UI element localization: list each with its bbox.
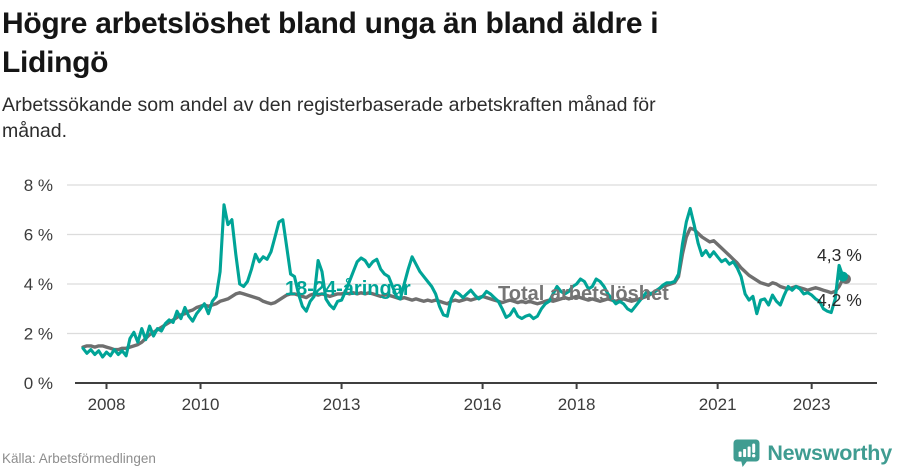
svg-text:2016: 2016 [464,395,502,414]
source-note: Källa: Arbetsförmedlingen [2,451,156,466]
end-value-young: 4,3 % [817,245,862,265]
svg-text:2008: 2008 [88,395,126,414]
newsworthy-wordmark: Newsworthy [767,441,892,465]
chart-title-line1: Högre arbetslöshet bland unga än bland ä… [2,7,659,40]
svg-text:0 %: 0 % [24,374,53,393]
newsworthy-icon [733,439,760,467]
svg-text:8 %: 8 % [24,176,53,195]
series-label-total: Total arbetslöshet [498,283,669,305]
newsworthy-logo[interactable]: Newsworthy [733,439,892,468]
chart-subtitle-line2: månad. [2,120,68,142]
end-value-total: 4,2 % [817,290,862,310]
logo-exclamation [752,443,756,453]
end-dot-young [838,271,848,282]
svg-text:4 %: 4 % [24,275,53,294]
line-chart: 0 % 2 % 4 % 6 % 8 % 2008 2010 2013 2016 2018 2021… [24,176,877,414]
data-series [81,203,851,359]
svg-text:2013: 2013 [323,395,361,414]
series-label-young: 18-24-åringar [285,277,411,300]
x-axis [75,382,877,389]
logo-bar-2 [743,449,747,457]
logo-bar-1 [738,451,742,457]
svg-text:2 %: 2 % [24,325,53,344]
x-axis-labels: 2008 2010 2013 2016 2018 2021 2023 [88,395,831,414]
logo-exclamation-dot [752,454,756,458]
chart-title-line2: Lidingö [2,46,109,79]
y-axis-labels: 0 % 2 % 4 % 6 % 8 % [24,176,53,393]
svg-text:6 %: 6 % [24,226,53,245]
svg-text:2023: 2023 [793,395,831,414]
chart-title: Högre arbetslöshet bland unga än bland ä… [2,4,892,82]
svg-text:2010: 2010 [182,395,220,414]
chart-subtitle: Arbetssökande som andel av den registerb… [2,92,892,144]
logo-bar-3 [747,446,751,457]
svg-text:2021: 2021 [699,395,737,414]
svg-text:2018: 2018 [558,395,596,414]
chart-subtitle-line1: Arbetssökande som andel av den registerb… [2,94,656,116]
